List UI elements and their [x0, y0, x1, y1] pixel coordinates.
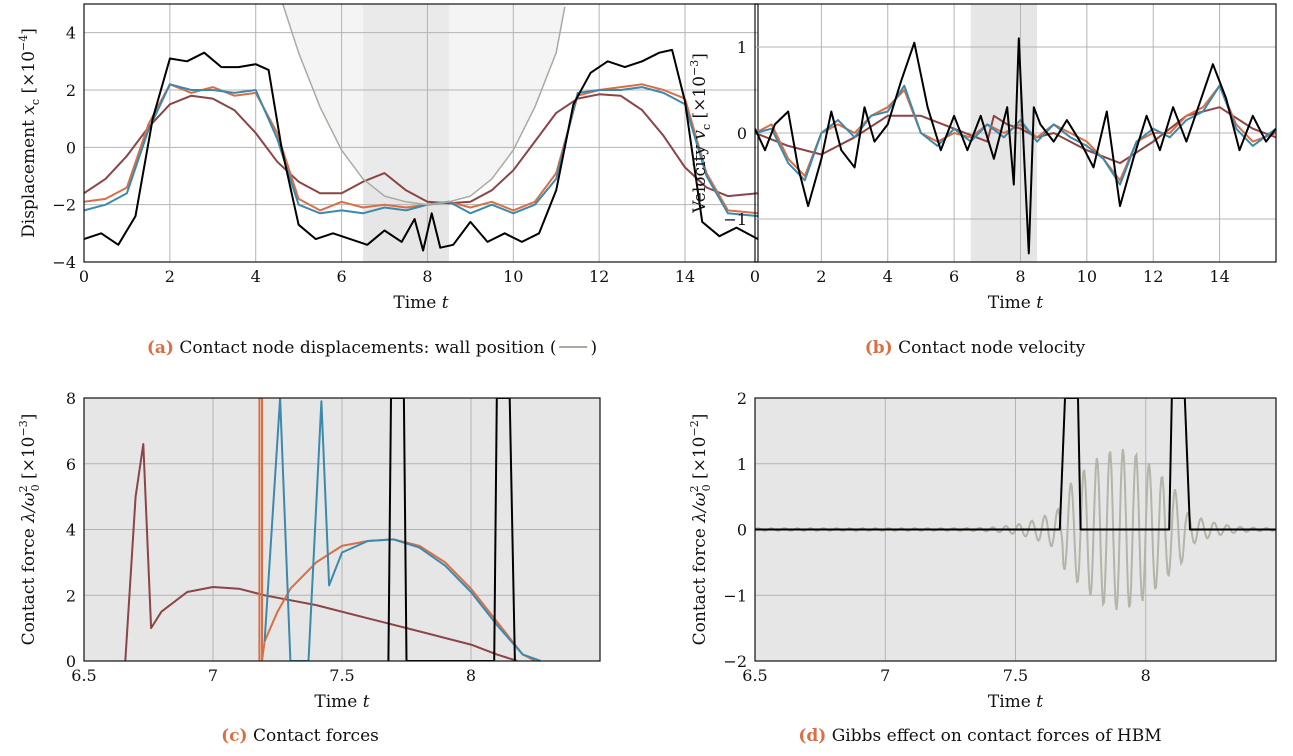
x-axis-label: Time t [393, 293, 448, 313]
y-tick-label: 0 [66, 652, 76, 671]
y-tick-label: −2 [52, 196, 76, 215]
x-tick-label: 6.5 [71, 666, 96, 685]
y-tick-label: 1 [737, 455, 747, 474]
y-tick-label: 0 [737, 521, 747, 540]
series-line-orange [84, 83, 758, 215]
y-tick-label: 4 [66, 521, 76, 540]
x-axis-label: Time t [988, 293, 1043, 313]
y-tick-label: 4 [66, 24, 76, 43]
x-tick-label: 8 [422, 267, 432, 286]
x-tick-label: 4 [883, 267, 893, 286]
x-tick-label: 2 [165, 267, 175, 286]
panel-caption: (c) Contact forces [221, 726, 379, 746]
series-line-black [84, 48, 758, 252]
series-line-black [755, 398, 1276, 531]
y-tick-label: −4 [52, 253, 76, 272]
y-tick-label: −2 [723, 652, 747, 671]
plot-frame [754, 397, 1277, 662]
shaded-band-overlay [363, 4, 449, 262]
panel-caption: (b) Contact node velocity [865, 338, 1086, 358]
panel-d-gibbs-effect: 6.5 7 7.5 8 −2 −1 0 1 2 Time t Contact force λ/ω20… [688, 389, 1277, 746]
x-tick-label: 7 [880, 666, 890, 685]
panel-caption: (d) Gibbs effect on contact forces of HB… [798, 726, 1161, 746]
x-tick-label: 14 [1209, 267, 1229, 286]
y-tick-label: −1 [723, 586, 747, 605]
x-axis-label: Time t [314, 692, 369, 712]
y-tick-label: 2 [66, 81, 76, 100]
series-line-darkred [84, 93, 758, 205]
series-line-blue [755, 84, 1276, 186]
series-line-darkred [124, 443, 518, 661]
series-line-black [755, 37, 1276, 255]
x-tick-label: 6 [949, 267, 959, 286]
x-tick-label: 4 [251, 267, 261, 286]
series-line-blue [263, 398, 542, 661]
x-tick-label: 8 [466, 666, 476, 685]
x-tick-label: 10 [503, 267, 523, 286]
x-tick-label: 7.5 [1003, 666, 1028, 685]
x-tick-label: 10 [1077, 267, 1097, 286]
plot-frame [754, 3, 1277, 263]
panel-b-velocity: 0 2 4 6 8 10 12 14 −1 0 1 Time t Velocity vc [×10−3]… [688, 3, 1277, 358]
x-tick-label: 8 [1141, 666, 1151, 685]
x-tick-label: 2 [816, 267, 826, 286]
y-tick-label: −1 [723, 210, 747, 229]
x-tick-label: 6.5 [742, 666, 767, 685]
y-axis-label: Velocity vc [×10−3] [688, 53, 713, 214]
y-axis-label: Contact force λ/ω20 [×10−2] [688, 414, 713, 646]
x-tick-label: 0 [750, 267, 760, 286]
panel-caption: (a) Contact node displacements: wall pos… [147, 338, 597, 358]
y-tick-label: 0 [66, 138, 76, 157]
x-tick-label: 6 [336, 267, 346, 286]
y-axis-label: Contact force λ/ω20 [×10−3] [17, 414, 42, 646]
y-tick-label: 6 [66, 455, 76, 474]
x-tick-label: 7 [208, 666, 218, 685]
x-tick-label: 14 [675, 267, 695, 286]
series-line-wall [281, 4, 566, 206]
x-tick-label: 0 [79, 267, 89, 286]
plot-frame [83, 397, 601, 662]
x-tick-label: 7.5 [329, 666, 354, 685]
x-axis-label: Time t [988, 692, 1043, 712]
y-tick-label: 2 [66, 586, 76, 605]
y-tick-label: 8 [66, 389, 76, 408]
y-axis-label: Displacement xc [×10−4] [17, 28, 42, 238]
y-tick-label: 0 [737, 124, 747, 143]
x-tick-label: 12 [1143, 267, 1163, 286]
x-tick-label: 12 [589, 267, 609, 286]
y-tick-label: 1 [737, 38, 747, 57]
series-line-blue [84, 83, 758, 218]
panel-c-contact-forces: 6.5 7 7.5 8 0 2 4 6 8 Time t Contact force λ/ω20 [… [17, 389, 601, 746]
x-tick-label: 8 [1015, 267, 1025, 286]
y-tick-label: 2 [737, 389, 747, 408]
series-line-orange [258, 398, 536, 661]
